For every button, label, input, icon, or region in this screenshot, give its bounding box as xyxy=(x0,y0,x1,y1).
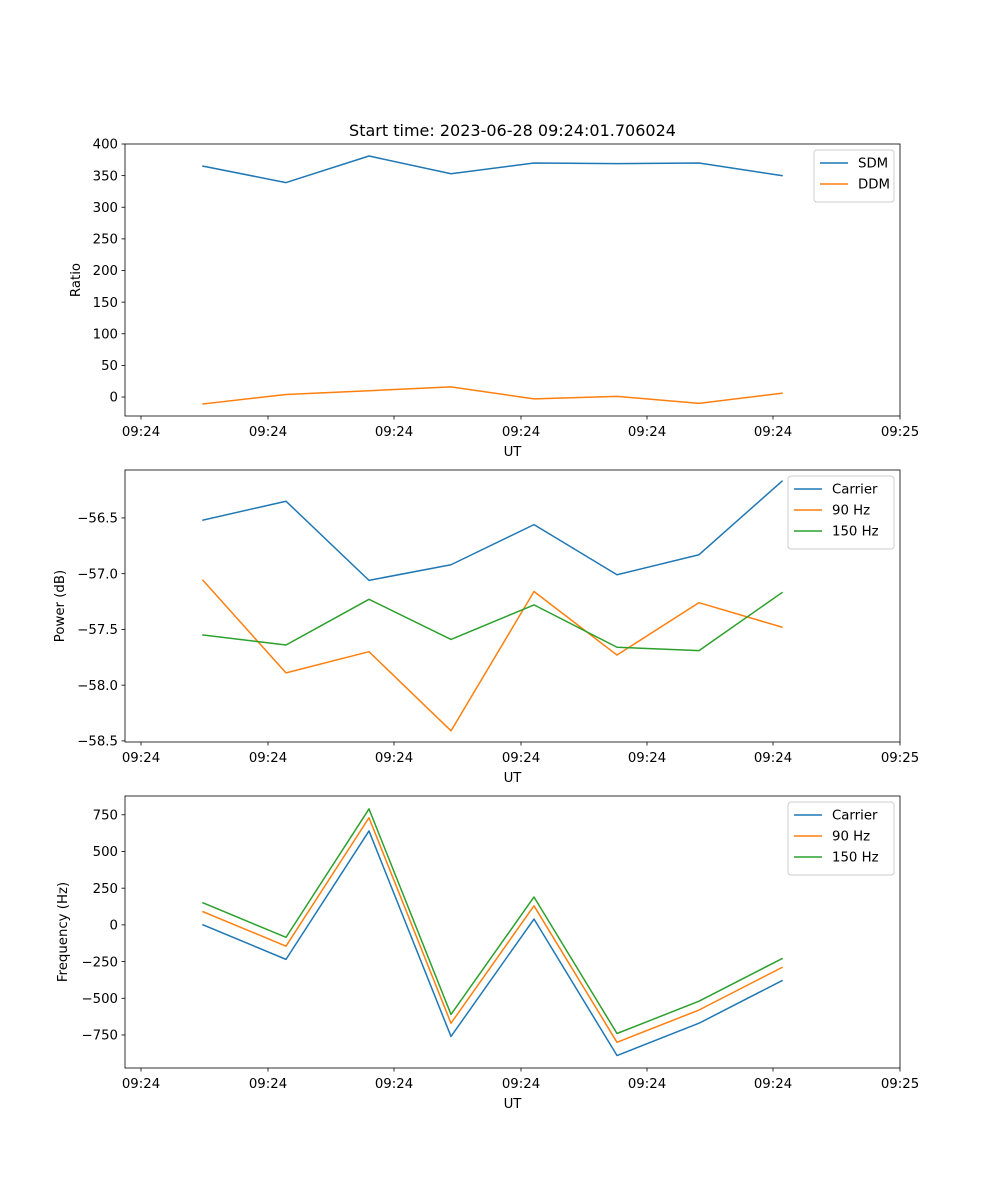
x-tick-label: 09:24 xyxy=(375,425,413,440)
y-axis-label: Frequency (Hz) xyxy=(56,882,71,982)
series-line-carrier xyxy=(202,830,784,1057)
y-tick-label: −58.0 xyxy=(77,679,118,694)
x-tick-label: 09:24 xyxy=(754,425,792,440)
x-tick-label: 09:24 xyxy=(502,1077,540,1092)
y-axis-label: Ratio xyxy=(69,263,84,297)
y-tick-label: −57.0 xyxy=(77,567,118,582)
x-tick-label: 09:25 xyxy=(881,751,919,766)
chart-panel-1: 09:24 09:24 09:24 09:24 09:24 09:24 09:25 0 50 10… xyxy=(69,138,919,460)
y-tick-label: 300 xyxy=(93,201,118,216)
x-axis-label: UT xyxy=(504,445,523,460)
y-tick-label: 350 xyxy=(93,169,118,184)
legend-label: Carrier xyxy=(832,483,878,498)
x-tick-label: 09:25 xyxy=(881,425,919,440)
x-tick-label: 09:24 xyxy=(628,425,666,440)
x-tick-label: 09:24 xyxy=(122,425,160,440)
legend-label: Carrier xyxy=(832,809,878,824)
x-tick-label: 09:24 xyxy=(122,1077,160,1092)
y-tick-label: −500 xyxy=(81,992,118,1007)
x-tick-label: 09:24 xyxy=(375,1077,413,1092)
legend-label: 90 Hz xyxy=(832,830,870,845)
y-tick-label: −250 xyxy=(81,955,118,970)
y-tick-label: 400 xyxy=(93,138,118,153)
y-tick-label: 150 xyxy=(93,296,118,311)
series-line-ddm xyxy=(202,386,783,405)
y-tick-label: −56.5 xyxy=(77,512,118,527)
y-tick-label: 500 xyxy=(93,845,118,860)
y-tick-label: 750 xyxy=(93,808,118,823)
y-tick-label: −750 xyxy=(81,1029,118,1044)
y-tick-label: 250 xyxy=(93,882,118,897)
y-axis-label: Power (dB) xyxy=(53,570,68,642)
x-tick-label: 09:24 xyxy=(122,751,160,766)
plot-area-frame xyxy=(124,143,901,417)
legend: Carrier 90 Hz 150 Hz xyxy=(787,475,895,550)
series-line-150-hz xyxy=(202,591,784,652)
legend-label: 150 Hz xyxy=(832,851,879,866)
chart-panel-2: 09:24 09:24 09:24 09:24 09:24 09:24 09:25 −56.5… xyxy=(53,469,919,786)
x-tick-label: 09:24 xyxy=(249,751,287,766)
y-tick-label: 200 xyxy=(93,264,118,279)
x-tick-label: 09:24 xyxy=(502,751,540,766)
x-tick-label: 09:24 xyxy=(375,751,413,766)
x-tick-label: 09:24 xyxy=(502,425,540,440)
y-tick-label: 100 xyxy=(93,327,118,342)
legend: SDM DDM xyxy=(813,149,895,203)
series-line-150-hz xyxy=(202,808,784,1035)
x-axis-label: UT xyxy=(504,771,523,786)
y-tick-label: 50 xyxy=(101,359,118,374)
y-tick-label: 0 xyxy=(110,391,118,406)
x-tick-label: 09:24 xyxy=(754,1077,792,1092)
y-tick-label: 0 xyxy=(110,919,118,934)
panels-group: 09:24 09:24 09:24 09:24 09:24 09:24 09:25 0 50 10… xyxy=(53,138,919,1112)
legend-label: 90 Hz xyxy=(832,504,870,519)
chart-panel-3: 09:24 09:24 09:24 09:24 09:24 09:24 09:25 750 50… xyxy=(56,795,919,1112)
plot-area-frame xyxy=(124,795,901,1069)
figure-title: Start time: 2023-06-28 09:24:01.706024 xyxy=(349,121,676,140)
series-line-90-hz xyxy=(202,816,784,1044)
x-axis-label: UT xyxy=(504,1097,523,1112)
series-line-carrier xyxy=(202,480,784,582)
legend-label: DDM xyxy=(858,178,890,193)
x-tick-label: 09:25 xyxy=(881,1077,919,1092)
x-tick-label: 09:24 xyxy=(249,1077,287,1092)
x-tick-label: 09:24 xyxy=(628,1077,666,1092)
legend-label: 150 Hz xyxy=(832,525,879,540)
x-tick-label: 09:24 xyxy=(249,425,287,440)
plot-area-frame xyxy=(124,469,901,743)
y-tick-label: −58.5 xyxy=(77,735,118,750)
legend: Carrier 90 Hz 150 Hz xyxy=(787,801,895,876)
x-tick-label: 09:24 xyxy=(754,751,792,766)
y-tick-label: 250 xyxy=(93,233,118,248)
y-tick-label: −57.5 xyxy=(77,623,118,638)
series-line-90-hz xyxy=(201,579,783,732)
x-tick-label: 09:24 xyxy=(628,751,666,766)
legend-label: SDM xyxy=(858,157,888,172)
series-line-sdm xyxy=(202,155,783,184)
